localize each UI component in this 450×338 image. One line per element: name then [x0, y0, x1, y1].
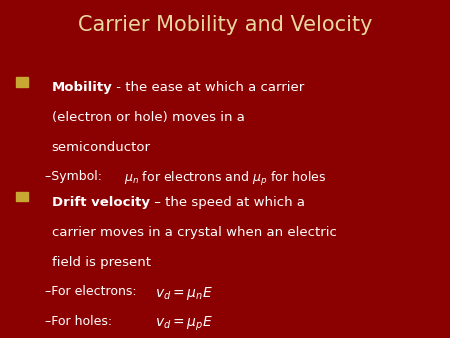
- Text: $v_d = \mu_n E$: $v_d = \mu_n E$: [155, 285, 213, 302]
- FancyBboxPatch shape: [16, 192, 28, 201]
- Text: carrier moves in a crystal when an electric: carrier moves in a crystal when an elect…: [52, 226, 337, 239]
- FancyBboxPatch shape: [16, 77, 28, 87]
- Text: $\mu_n$ for electrons and $\mu_p$ for holes: $\mu_n$ for electrons and $\mu_p$ for ho…: [124, 170, 326, 188]
- Text: –Symbol:: –Symbol:: [45, 170, 114, 183]
- Text: field is present: field is present: [52, 256, 151, 268]
- Text: - the ease at which a carrier: - the ease at which a carrier: [112, 81, 305, 94]
- Text: $v_d = \mu_p E$: $v_d = \mu_p E$: [155, 315, 213, 333]
- Text: (electron or hole) moves in a: (electron or hole) moves in a: [52, 111, 245, 124]
- Text: –For holes:: –For holes:: [45, 315, 140, 328]
- Text: Mobility: Mobility: [52, 81, 112, 94]
- Text: – the speed at which a: – the speed at which a: [150, 196, 305, 209]
- Text: Carrier Mobility and Velocity: Carrier Mobility and Velocity: [78, 15, 372, 35]
- Text: –For electrons:: –For electrons:: [45, 285, 144, 298]
- Text: Drift velocity: Drift velocity: [52, 196, 150, 209]
- Text: semiconductor: semiconductor: [52, 141, 151, 153]
